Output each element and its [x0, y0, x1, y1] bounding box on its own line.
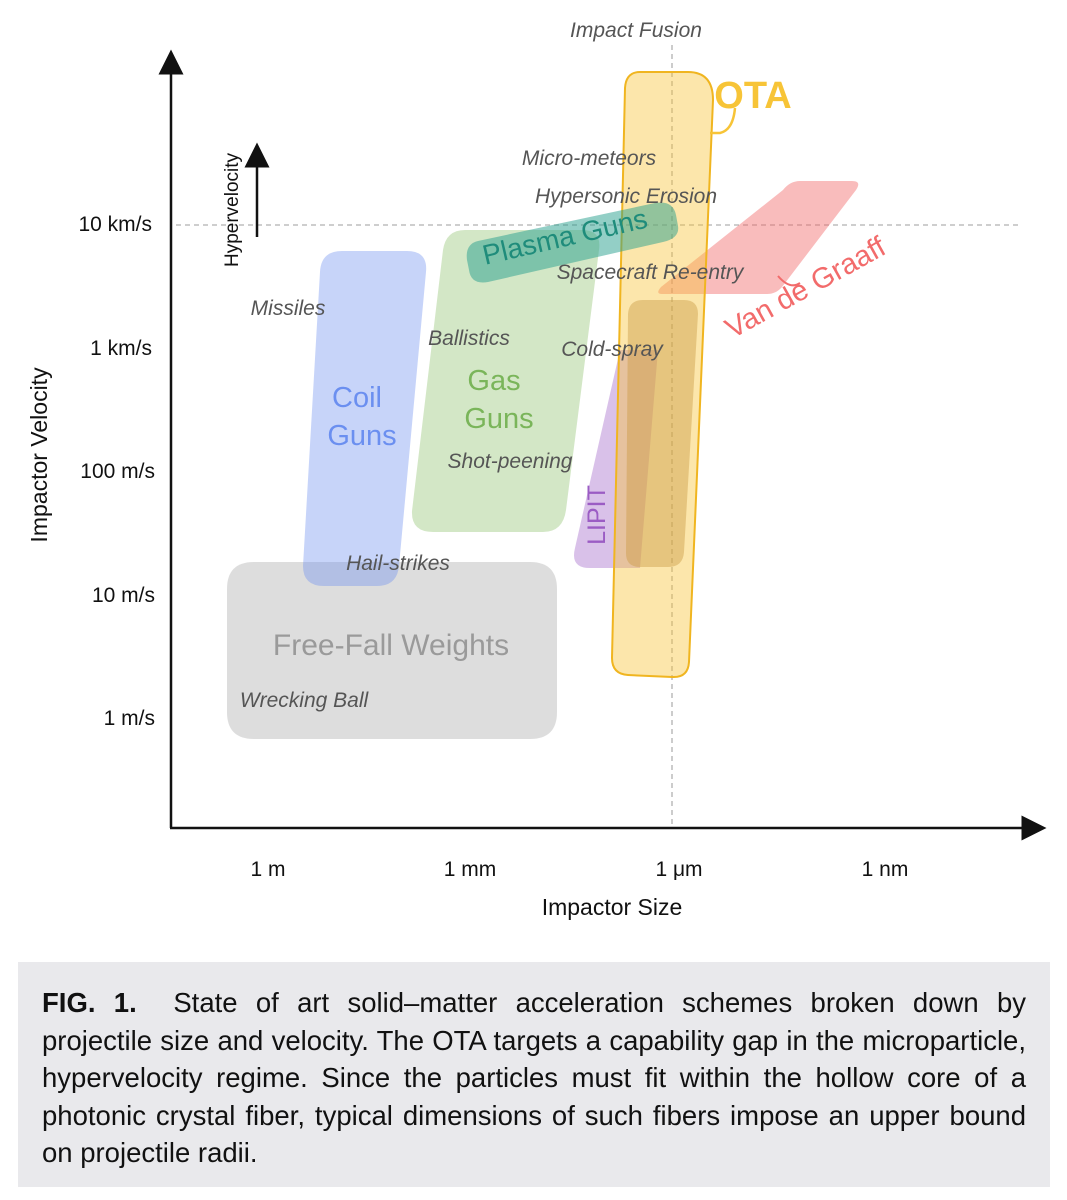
x-tick-1m: 1 m [250, 858, 285, 881]
x-tick-1um: 1 μm [655, 858, 702, 881]
ota-label-connector [710, 107, 737, 135]
ota-label: OTA [714, 75, 791, 117]
gas-guns-label-line1: Gas [467, 365, 520, 397]
caption-paragraph: FIG. 1. State of art solid–matter accele… [42, 984, 1026, 1172]
impact-fusion-label: Impact Fusion [570, 19, 702, 42]
cold-spray-region [626, 300, 698, 567]
y-tick-10ms: 10 m/s [92, 584, 155, 607]
free-fall-weights-label: Free-Fall Weights [273, 629, 509, 662]
x-tick-1mm: 1 mm [444, 858, 497, 881]
wrecking-ball-annotation: Wrecking Ball [240, 689, 370, 712]
missiles-annotation: Missiles [251, 297, 326, 320]
van-de-graaff-connector [777, 275, 801, 287]
micro-meteors-annotation: Micro-meteors [522, 147, 657, 170]
y-tick-1ms: 1 m/s [104, 707, 155, 730]
hail-strikes-annotation: Hail-strikes [346, 552, 450, 575]
y-tick-10kms: 10 km/s [78, 213, 152, 236]
gas-guns-region [411, 230, 600, 532]
hypersonic-erosion-annotation: Hypersonic Erosion [535, 185, 717, 208]
plasma-guns-region [466, 202, 679, 283]
x-axis-label: Impactor Size [542, 894, 683, 920]
coil-guns-region [303, 251, 427, 586]
caption-body: State of art solid–matter acceleration s… [42, 987, 1027, 1168]
van-de-graaff-region [658, 181, 859, 294]
lipit-label: LIPIT [583, 485, 611, 545]
shot-peening-annotation: Shot-peening [448, 450, 573, 473]
coil-guns-label-line2: Guns [327, 420, 396, 452]
free-fall-weights-region [227, 562, 557, 739]
x-tick-1nm: 1 nm [862, 858, 909, 881]
spacecraft-reentry-annotation: Spacecraft Re-entry [557, 261, 745, 284]
figure-caption: FIG. 1. State of art solid–matter accele… [18, 962, 1050, 1187]
cold-spray-annotation: Cold-spray [561, 338, 664, 361]
y-tick-1kms: 1 km/s [90, 337, 152, 360]
gas-guns-label-line2: Guns [464, 403, 533, 435]
y-tick-100ms: 100 m/s [80, 460, 155, 483]
velocity-size-diagram: Hypervelocity Impact Fusion 10 km/s 1 km… [26, 19, 1047, 920]
ballistics-annotation: Ballistics [428, 327, 510, 350]
caption-label: FIG. 1. [42, 987, 137, 1018]
hypervelocity-label: Hypervelocity [222, 152, 243, 267]
coil-guns-label-line1: Coil [332, 382, 382, 414]
y-axis-label: Impactor Velocity [26, 367, 52, 543]
